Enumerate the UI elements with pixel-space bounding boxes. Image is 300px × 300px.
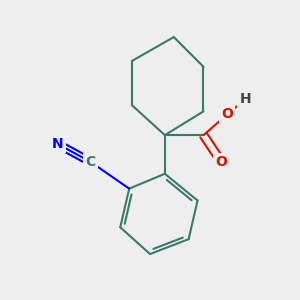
Text: O: O: [215, 155, 227, 169]
Text: H: H: [239, 92, 251, 106]
Text: O: O: [221, 107, 233, 121]
Text: N: N: [52, 137, 64, 151]
Text: C: C: [85, 155, 96, 169]
